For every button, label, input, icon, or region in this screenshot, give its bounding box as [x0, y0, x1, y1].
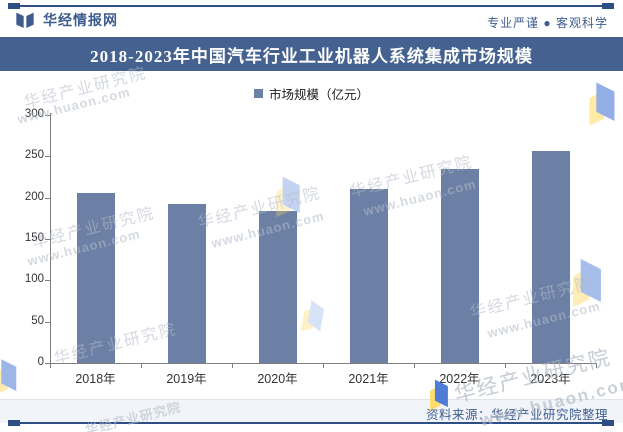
bottom-accent-rule	[8, 420, 614, 426]
chart-legend: 市场规模（亿元）	[0, 84, 623, 103]
legend-label: 市场规模（亿元）	[268, 88, 369, 102]
y-axis-tick	[45, 321, 50, 323]
y-axis-tick	[45, 156, 50, 158]
rule-endcap-left	[8, 420, 20, 426]
y-axis-line	[50, 113, 51, 364]
rule-endcap-left	[8, 3, 20, 9]
x-axis-tick	[141, 364, 142, 368]
data-source-note: 资料来源：华经产业研究院整理	[425, 408, 608, 422]
bar-2021年	[349, 188, 388, 363]
footer-band	[0, 399, 623, 423]
x-axis-label-2021年: 2021年	[348, 372, 389, 386]
x-axis-tick	[414, 364, 415, 368]
y-axis-tick	[45, 280, 50, 282]
y-axis-label-150: 150	[24, 232, 44, 244]
title-banner: 2018-2023年中国汽车行业工业机器人系统集成市场规模	[0, 37, 623, 71]
y-axis-tick	[45, 197, 50, 199]
x-axis-label-2018年: 2018年	[75, 372, 116, 386]
x-axis-tick	[505, 364, 506, 368]
y-axis-label-50: 50	[31, 314, 44, 327]
brand-name: 华经情报网	[43, 12, 118, 28]
x-axis-label-2022年: 2022年	[439, 372, 480, 386]
bar-2023年	[531, 150, 570, 363]
x-axis-tick	[232, 364, 233, 368]
y-axis-tick	[45, 239, 50, 240]
y-axis-label-200: 200	[24, 190, 44, 203]
rule-endcap-right	[602, 3, 614, 9]
x-axis-line	[50, 363, 597, 364]
x-axis-tick	[323, 364, 324, 368]
y-axis-label-250: 250	[24, 149, 44, 162]
huaon-book-logo-icon	[16, 12, 34, 28]
rule-endcap-right	[602, 420, 614, 426]
x-axis-tick	[596, 364, 597, 368]
x-axis-label-2023年: 2023年	[530, 372, 571, 386]
bar-2018年	[76, 192, 115, 363]
x-axis-label-2019年: 2019年	[166, 372, 207, 386]
bar-2019年	[167, 204, 206, 363]
x-axis-label-2020年: 2020年	[257, 372, 298, 386]
brand-header: 华经情报网	[14, 10, 118, 30]
top-accent-rule	[8, 3, 614, 9]
bar-2022年	[440, 168, 479, 363]
y-axis-tick	[45, 115, 50, 116]
y-axis-label-100: 100	[24, 273, 44, 286]
legend-swatch	[253, 89, 263, 98]
bar-2020年	[258, 210, 297, 363]
y-axis-label-0: 0	[37, 356, 44, 368]
x-axis-tick	[50, 364, 51, 368]
chart-title: 2018-2023年中国汽车行业工业机器人系统集成市场规模	[90, 46, 533, 66]
y-axis-tick	[45, 363, 50, 364]
brand-tagline: 专业严谨 ● 客观科学	[487, 16, 608, 30]
y-axis-label-300: 300	[24, 108, 44, 120]
